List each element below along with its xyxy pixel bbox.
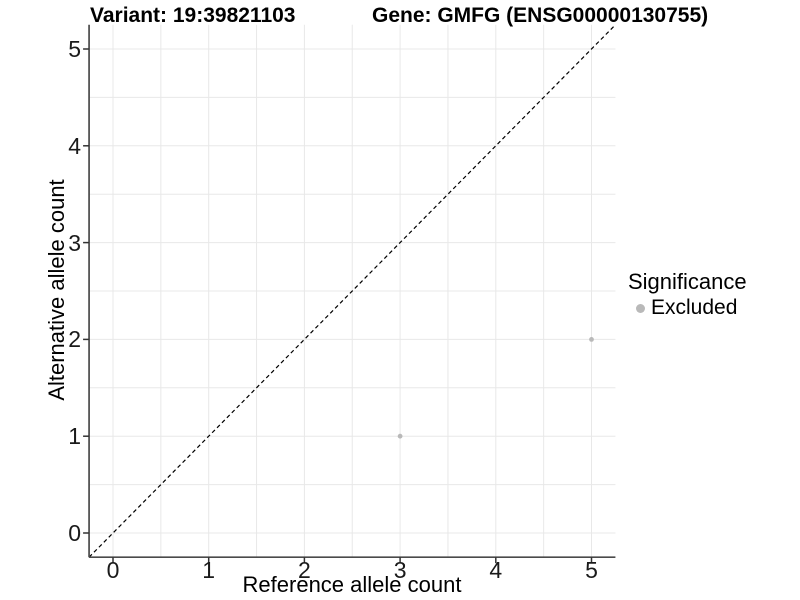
y-tick-label: 5	[68, 36, 82, 62]
legend: Significance Excluded	[628, 269, 747, 320]
legend-key-dot	[636, 303, 645, 313]
legend-item-label: Excluded	[651, 296, 738, 319]
x-tick-label: 4	[489, 557, 503, 584]
x-tick-label: 2	[297, 557, 311, 584]
data-point	[397, 433, 403, 439]
y-tick-label: 1	[68, 423, 82, 450]
plot-title-variant: Variant: 19:39821103	[90, 4, 296, 27]
legend-items: Excluded	[628, 296, 747, 320]
y-tick-label: 0	[68, 520, 82, 546]
x-tick-label: 1	[202, 557, 216, 584]
y-tick-label: 2	[68, 326, 82, 353]
y-axis-title: Alternative allele count	[44, 179, 69, 401]
x-tick-label: 5	[585, 557, 598, 584]
y-tick-label: 3	[68, 229, 82, 256]
legend-item: Excluded	[628, 296, 747, 320]
x-tick-label: 3	[393, 557, 407, 584]
gridlines	[89, 24, 616, 558]
x-tick-label: 0	[106, 557, 120, 584]
x-axis-title: Reference allele count	[242, 572, 462, 597]
plot-title-gene: Gene: GMFG (ENSG00000130755)	[372, 4, 709, 27]
legend-title: Significance	[628, 269, 747, 294]
identity-line	[88, 24, 616, 558]
y-tick-label: 4	[68, 132, 82, 159]
data-point	[589, 337, 594, 342]
